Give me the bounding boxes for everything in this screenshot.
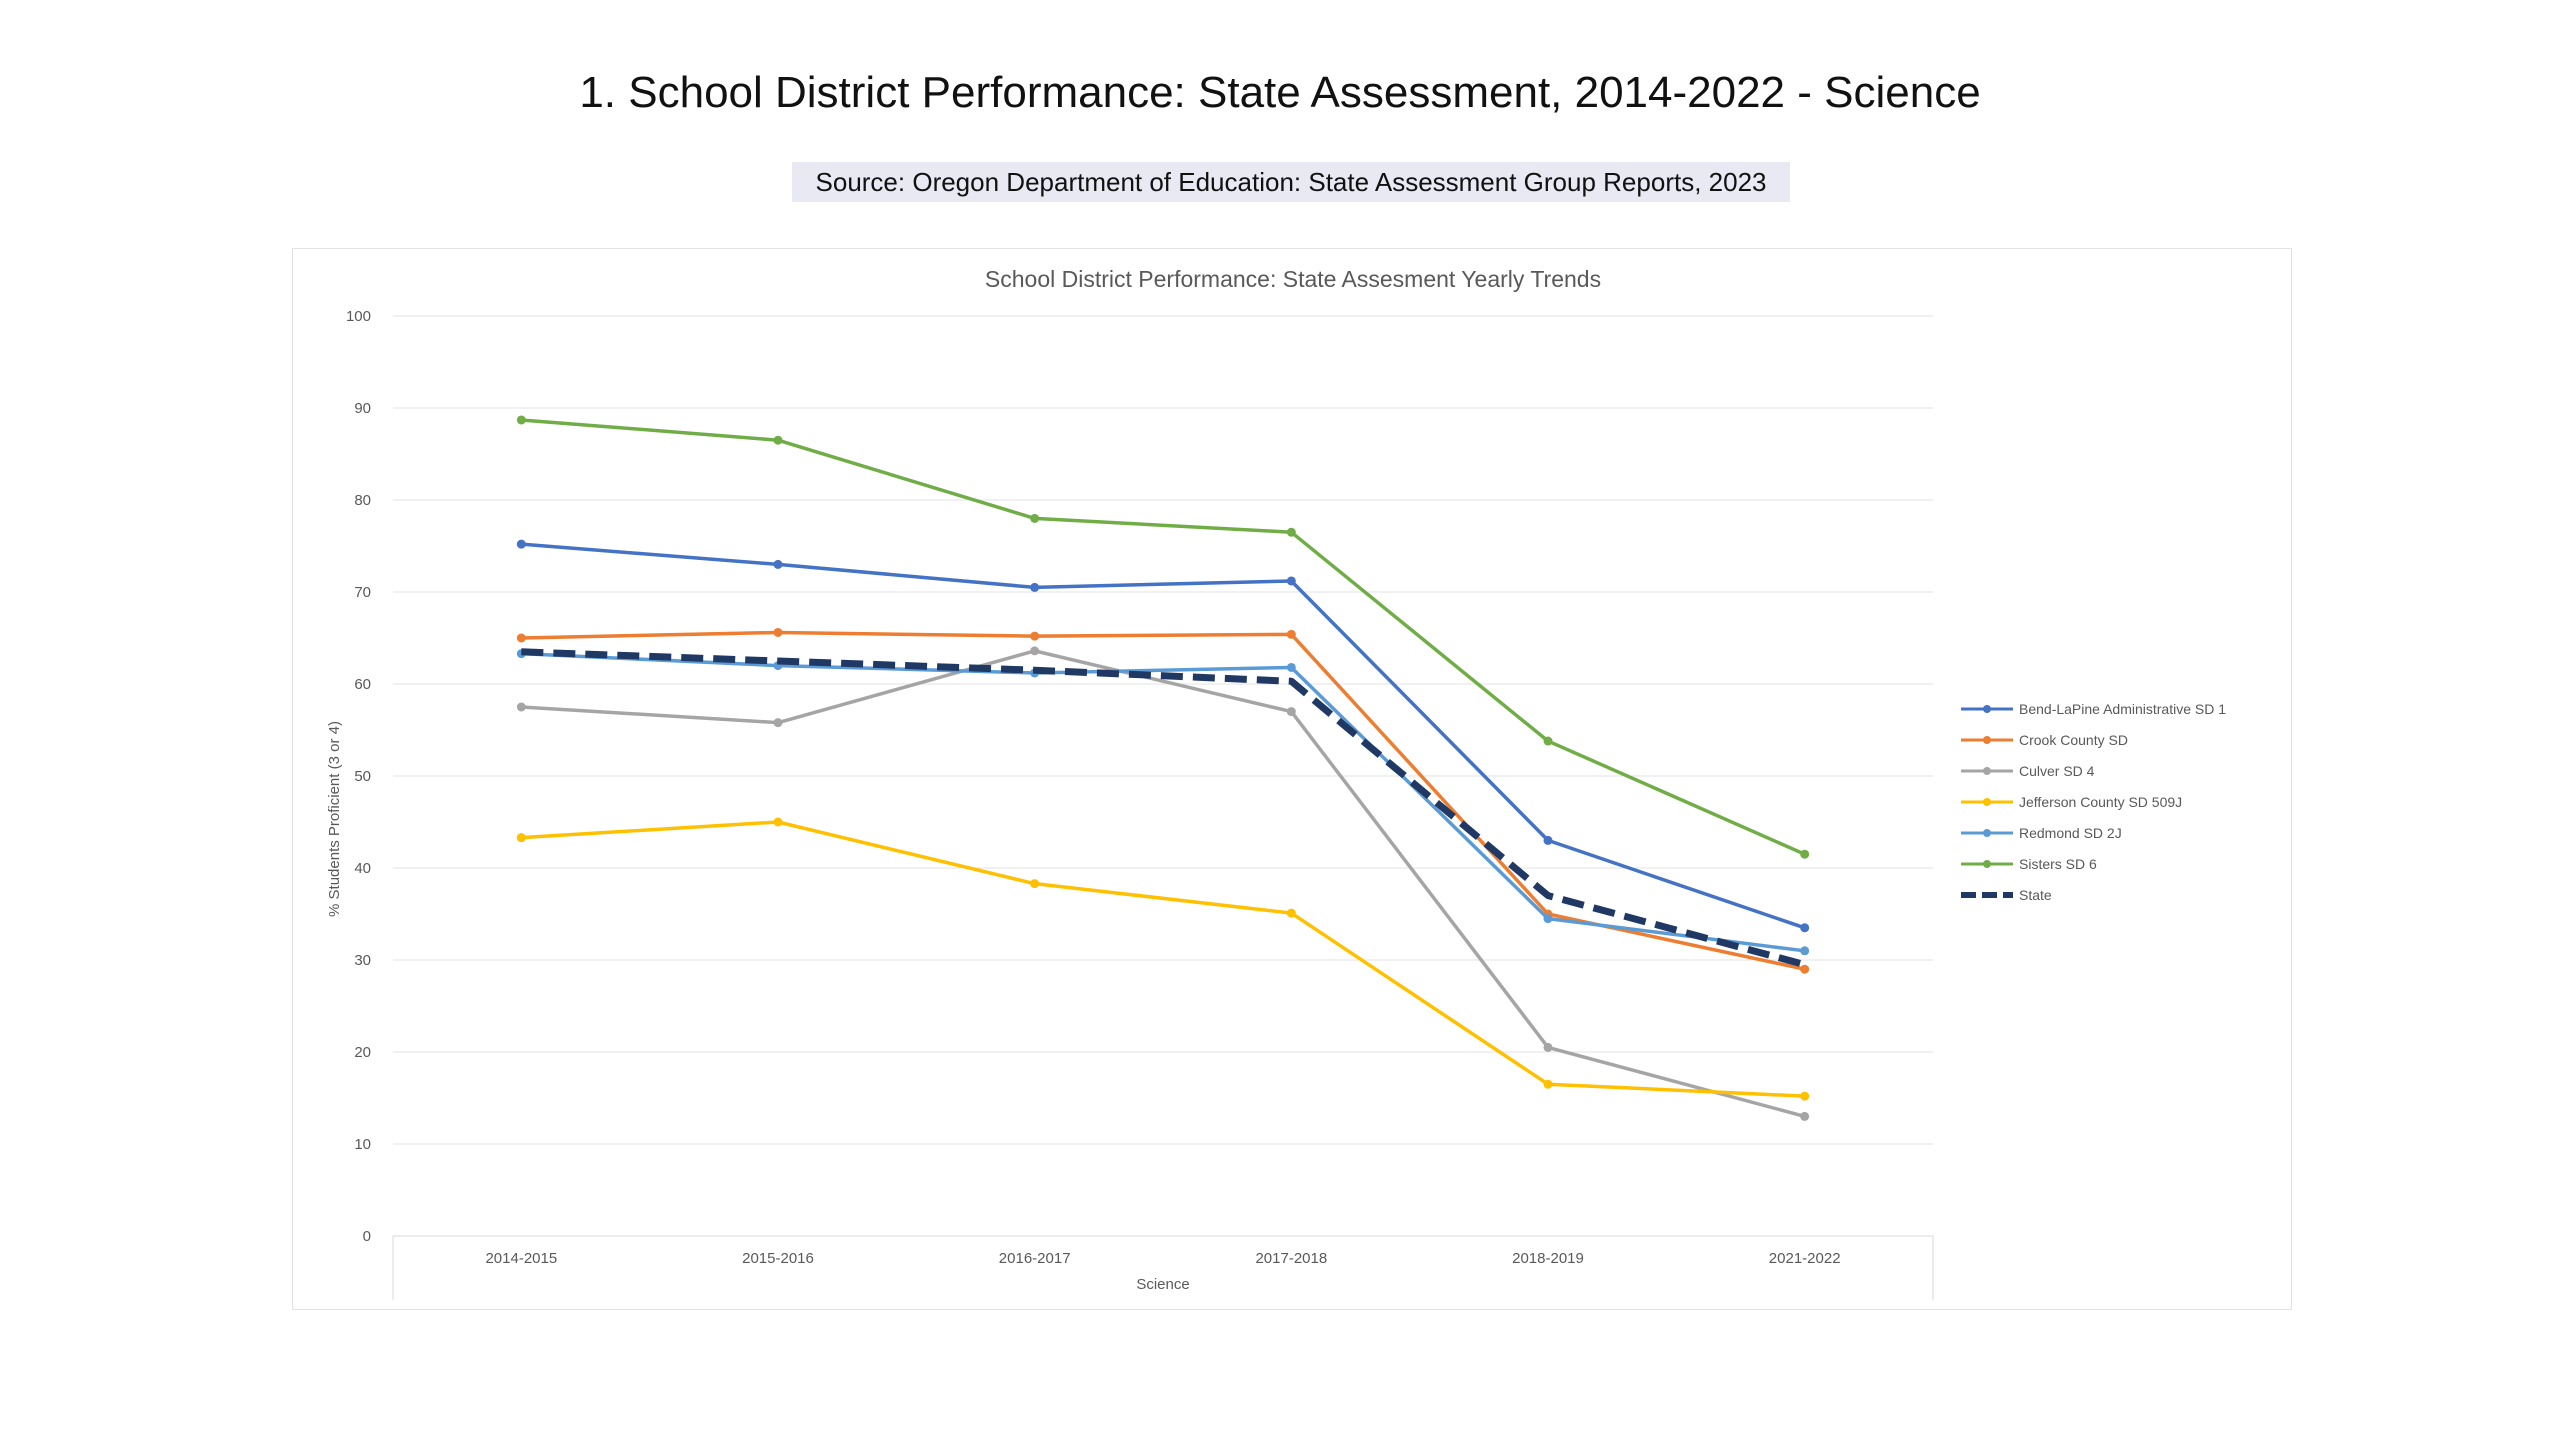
data-point xyxy=(1800,1091,1810,1101)
legend-marker xyxy=(1983,705,1991,713)
y-tick-label: 50 xyxy=(354,768,371,785)
data-point xyxy=(773,627,783,637)
data-point xyxy=(1286,629,1296,639)
y-tick-label: 0 xyxy=(363,1228,371,1245)
legend-label: Crook County SD xyxy=(2019,732,2128,748)
data-point xyxy=(1030,646,1040,656)
y-tick-label: 40 xyxy=(354,860,371,877)
series-line xyxy=(519,820,1807,1098)
x-tick-label: 2021-2022 xyxy=(1769,1250,1841,1267)
series-line xyxy=(519,649,1807,1119)
data-point xyxy=(1286,527,1296,537)
legend-marker xyxy=(1983,736,1991,744)
series-line xyxy=(519,651,1807,953)
legend-label: Culver SD 4 xyxy=(2019,763,2095,779)
chart-area: School District Performance: State Asses… xyxy=(292,248,2292,1310)
data-point xyxy=(516,633,526,643)
y-tick-label: 30 xyxy=(354,952,371,969)
data-point xyxy=(773,559,783,569)
data-point xyxy=(1286,707,1296,717)
data-point xyxy=(516,415,526,425)
data-point xyxy=(1800,923,1810,933)
y-tick-label: 20 xyxy=(354,1044,371,1061)
x-tick-label: 2016-2017 xyxy=(999,1250,1071,1267)
y-tick-label: 70 xyxy=(354,584,371,601)
legend-marker xyxy=(1983,798,1991,806)
legend-item: Crook County SD xyxy=(1961,732,2128,748)
legend-marker xyxy=(1983,860,1991,868)
data-point xyxy=(1286,662,1296,672)
series-line xyxy=(521,648,1806,968)
data-point xyxy=(1800,964,1810,974)
data-point xyxy=(1543,914,1553,924)
series-group xyxy=(516,649,1810,956)
y-tick-label: 100 xyxy=(346,308,371,325)
series-group xyxy=(516,415,1810,859)
data-point xyxy=(1543,1042,1553,1052)
data-point xyxy=(1030,879,1040,889)
legend-item: Culver SD 4 xyxy=(1961,763,2095,779)
data-point xyxy=(1030,582,1040,592)
legend-label: Sisters SD 6 xyxy=(2019,856,2097,872)
legend-item: Jefferson County SD 509J xyxy=(1961,794,2182,810)
line-chart: School District Performance: State Asses… xyxy=(326,266,2226,1300)
series-group xyxy=(516,817,1810,1101)
legend-label: Bend-LaPine Administrative SD 1 xyxy=(2019,701,2226,717)
legend-label: State xyxy=(2019,887,2052,903)
y-tick-label: 90 xyxy=(354,400,371,417)
data-point xyxy=(1286,908,1296,918)
page-title: 1. School District Performance: State As… xyxy=(579,68,1981,117)
x-axis-label: Science xyxy=(1136,1276,1189,1293)
y-tick-label: 80 xyxy=(354,492,371,509)
chart-title: School District Performance: State Asses… xyxy=(985,266,1601,292)
data-point xyxy=(1286,576,1296,586)
legend-label: Redmond SD 2J xyxy=(2019,825,2122,841)
source-label: Source: Oregon Department of Education: … xyxy=(792,162,1790,202)
data-point xyxy=(1800,946,1810,956)
data-point xyxy=(1030,513,1040,523)
y-axis-label: % Students Proficient (3 or 4) xyxy=(326,721,343,917)
legend-item: Redmond SD 2J xyxy=(1961,825,2122,841)
series-group xyxy=(516,539,1810,933)
series-group xyxy=(516,646,1810,1121)
data-point xyxy=(1543,1079,1553,1089)
series-line xyxy=(519,542,1807,930)
data-point xyxy=(516,539,526,549)
legend-marker xyxy=(1983,767,1991,775)
data-point xyxy=(1800,1111,1810,1121)
data-point xyxy=(773,817,783,827)
data-point xyxy=(1543,736,1553,746)
data-point xyxy=(516,702,526,712)
series-line xyxy=(519,418,1807,856)
y-tick-label: 60 xyxy=(354,676,371,693)
x-tick-label: 2015-2016 xyxy=(742,1250,814,1267)
x-tick-label: 2014-2015 xyxy=(485,1250,557,1267)
legend-item: State xyxy=(1961,887,2052,903)
data-point xyxy=(516,833,526,843)
legend-item: Bend-LaPine Administrative SD 1 xyxy=(1961,701,2226,717)
data-point xyxy=(1543,835,1553,845)
y-tick-label: 10 xyxy=(354,1136,371,1153)
x-tick-label: 2018-2019 xyxy=(1512,1250,1584,1267)
data-point xyxy=(773,435,783,445)
legend-marker xyxy=(1983,829,1991,837)
data-point xyxy=(1030,631,1040,641)
legend-label: Jefferson County SD 509J xyxy=(2019,794,2182,810)
data-point xyxy=(1800,849,1810,859)
x-tick-label: 2017-2018 xyxy=(1255,1250,1327,1267)
data-point xyxy=(773,718,783,728)
legend-item: Sisters SD 6 xyxy=(1961,856,2097,872)
series-group xyxy=(521,648,1806,968)
